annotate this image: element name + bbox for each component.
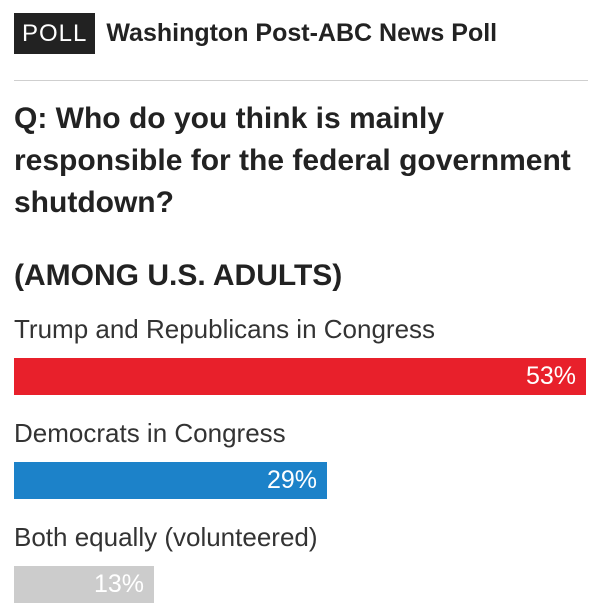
poll-subhead: (AMONG U.S. ADULTS) xyxy=(14,259,343,292)
poll-source-title: Washington Post-ABC News Poll xyxy=(106,18,498,47)
bar-row: 29% xyxy=(14,462,586,499)
bar-value-label: 53% xyxy=(525,362,576,390)
bar-value-label: 13% xyxy=(93,570,144,598)
bar-value-label: 29% xyxy=(266,466,317,494)
bar: 29% xyxy=(14,462,327,499)
bar-row: 13% xyxy=(14,566,586,603)
poll-question: Q: Who do you think is mainly responsibl… xyxy=(14,102,571,219)
bar-category-label: Trump and Republicans in Congress xyxy=(14,314,436,344)
bar: 13% xyxy=(14,566,154,603)
poll-tag: POLL xyxy=(14,12,96,54)
poll-header: POLL Washington Post-ABC News Poll xyxy=(14,10,497,56)
bar-row: 53% xyxy=(14,358,586,395)
bar-category-label: Democrats in Congress xyxy=(14,418,286,448)
header-divider xyxy=(14,80,588,81)
bar-category-label: Both equally (volunteered) xyxy=(14,522,318,552)
bar: 53% xyxy=(14,358,586,395)
